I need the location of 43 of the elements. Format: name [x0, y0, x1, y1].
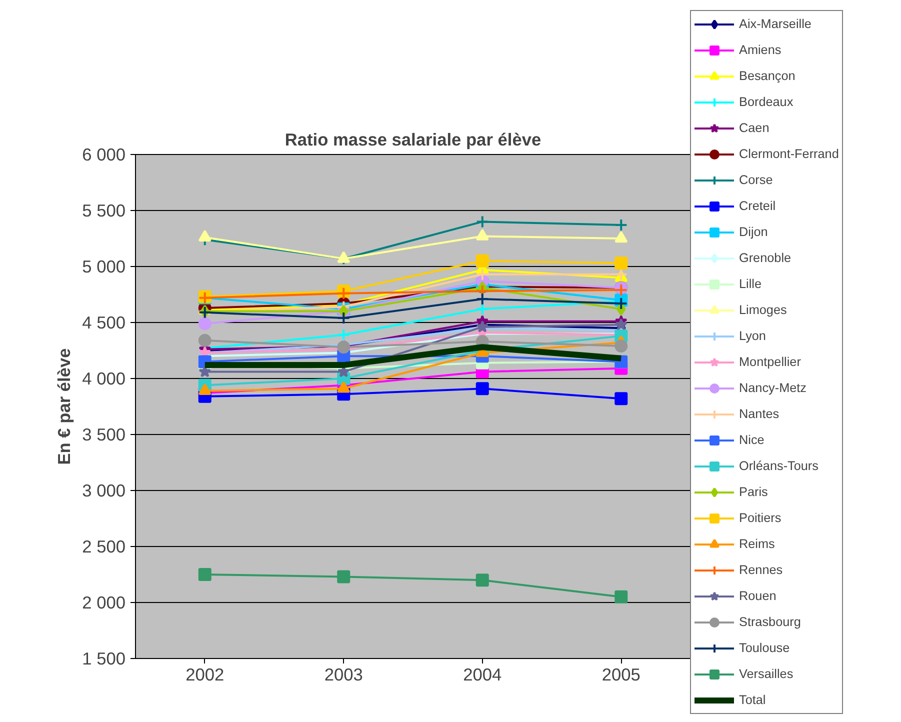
chart-title: Ratio masse salariale par élève [284, 130, 542, 150]
legend-label: Orléans-Tours [739, 458, 818, 475]
legend-label: Caen [739, 120, 770, 137]
legend-label: Toulouse [739, 640, 790, 657]
y-axis-title: En € par élève [54, 348, 74, 465]
legend-label: Nantes [739, 406, 780, 423]
legend-label: Clermont-Ferrand [739, 146, 839, 163]
legend-label: Grenoble [739, 250, 792, 267]
legend-label: Total [739, 692, 766, 709]
y-tick-label: 5 000 [82, 256, 126, 276]
legend-label: Paris [739, 484, 768, 501]
legend-label: Limoges [739, 302, 787, 319]
legend-label: Besançon [739, 68, 796, 85]
legend-label: Montpellier [739, 354, 801, 371]
y-tick-label: 1 500 [82, 648, 126, 668]
legend-label: Lyon [739, 328, 766, 345]
legend-label: Strasbourg [739, 614, 801, 631]
y-tick-label: 5 500 [82, 200, 126, 220]
x-tick-label: 2005 [602, 664, 640, 684]
legend-label: Rennes [739, 562, 783, 579]
y-tick-label: 4 500 [82, 312, 126, 332]
legend-label: Nice [739, 432, 764, 449]
y-tick-label: 2 000 [82, 592, 126, 612]
legend-label: Nancy-Metz [739, 380, 807, 397]
y-tick-label: 2 500 [82, 536, 126, 556]
legend-label: Versailles [739, 666, 794, 683]
legend-label: Reims [739, 536, 775, 553]
x-tick-label: 2003 [324, 664, 363, 684]
legend-label: Bordeaux [739, 94, 794, 111]
x-tick-label: 2004 [463, 664, 502, 684]
legend-label: Aix-Marseille [739, 16, 812, 33]
y-tick-label: 3 500 [82, 424, 126, 444]
legend-label: Amiens [739, 42, 782, 59]
x-tick-label: 2002 [186, 664, 224, 684]
legend-label: Creteil [739, 198, 776, 215]
y-tick-label: 6 000 [82, 144, 126, 164]
legend-label: Corse [739, 172, 773, 189]
y-tick-label: 3 000 [82, 480, 126, 500]
legend-label: Poitiers [739, 510, 782, 527]
legend-label: Rouen [739, 588, 776, 605]
legend-label: Lille [739, 276, 762, 293]
y-tick-label: 4 000 [82, 368, 126, 388]
legend-label: Dijon [739, 224, 768, 241]
